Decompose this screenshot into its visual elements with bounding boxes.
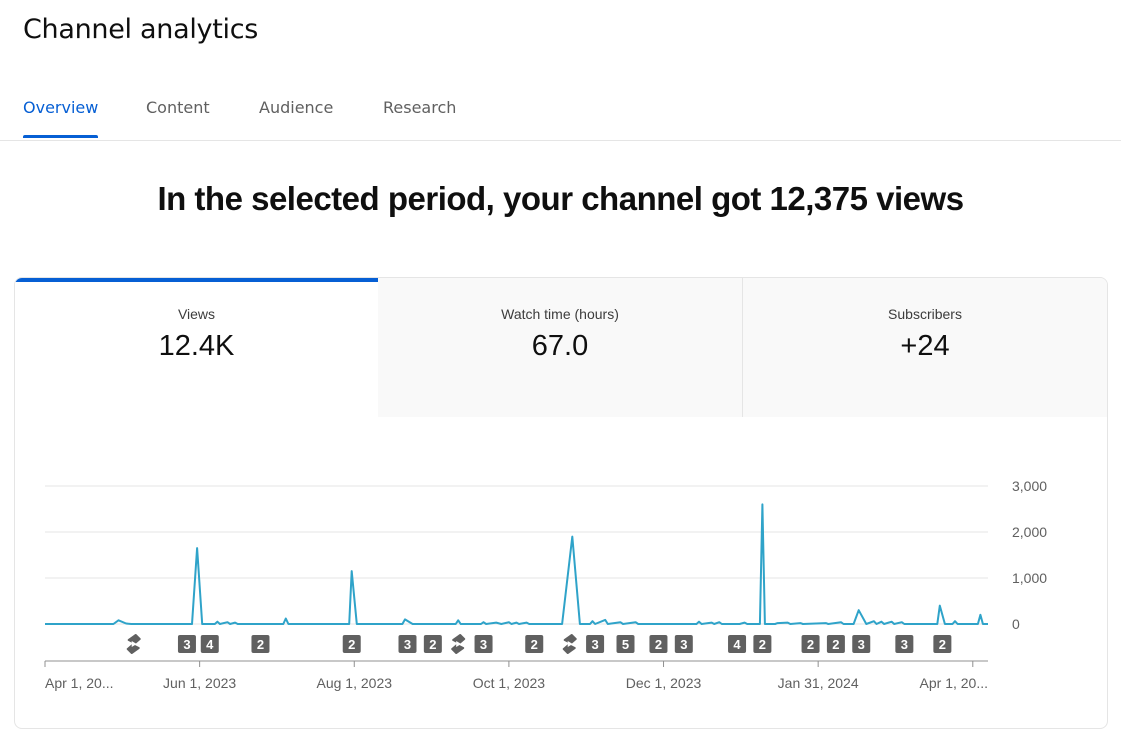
metric-value: 12.4K bbox=[158, 330, 235, 362]
upload-marker-badge bbox=[423, 635, 442, 653]
upload-marker-badge bbox=[342, 635, 361, 653]
upload-marker-badge bbox=[251, 635, 270, 653]
upload-marker-count: 3 bbox=[901, 637, 908, 652]
analytics-card: Views 12.4K Watch time (hours) 67.0 Subs… bbox=[14, 277, 1108, 729]
upload-marker-count: 2 bbox=[807, 637, 814, 652]
x-tick-label: Aug 1, 2023 bbox=[317, 675, 393, 691]
metric-label: Watch time (hours) bbox=[501, 306, 619, 322]
upload-marker-count: 3 bbox=[680, 637, 687, 652]
upload-marker-count: 2 bbox=[759, 637, 766, 652]
shorts-play-glyph bbox=[456, 641, 462, 647]
x-tick-label: Apr 1, 20... bbox=[920, 675, 988, 691]
upload-marker-badge bbox=[649, 635, 668, 653]
upload-marker-badge bbox=[525, 635, 544, 653]
upload-marker-badge bbox=[933, 635, 952, 653]
metric-tab-views[interactable]: Views 12.4K bbox=[15, 278, 378, 417]
upload-marker-count: 3 bbox=[404, 637, 411, 652]
metric-value: +24 bbox=[900, 330, 950, 362]
y-tick-label: 0 bbox=[1012, 616, 1020, 632]
tab-research[interactable]: Research bbox=[383, 98, 457, 117]
upload-marker-badge bbox=[728, 635, 747, 653]
summary-headline: In the selected period, your channel got… bbox=[157, 180, 964, 217]
metric-label: Subscribers bbox=[888, 306, 962, 322]
x-tick-label: Jan 31, 2024 bbox=[778, 675, 859, 691]
views-line-chart: 3,000 2,000 1,000 0 Apr 1, 20... Jun 1, 2023 A… bbox=[44, 478, 1047, 691]
upload-marker-badge bbox=[177, 635, 196, 653]
upload-marker-badge bbox=[753, 635, 772, 653]
upload-marker-badge bbox=[801, 635, 820, 653]
series-line-views bbox=[45, 503, 988, 625]
upload-marker-badge bbox=[200, 635, 219, 653]
upload-marker-badge bbox=[586, 635, 605, 653]
upload-marker-count: 3 bbox=[183, 637, 190, 652]
upload-marker-badge bbox=[474, 635, 493, 653]
shorts-play-glyph bbox=[567, 641, 573, 647]
upload-marker-count: 2 bbox=[429, 637, 436, 652]
upload-marker-count: 2 bbox=[348, 637, 355, 652]
metric-tab-watch-time[interactable]: Watch time (hours) 67.0 bbox=[378, 278, 742, 417]
page-title: Channel analytics bbox=[23, 14, 259, 45]
x-tick-label: Jun 1, 2023 bbox=[163, 675, 236, 691]
tab-overview[interactable]: Overview bbox=[23, 98, 99, 138]
x-tick-label: Apr 1, 20... bbox=[45, 675, 113, 691]
upload-marker-badge bbox=[852, 635, 871, 653]
upload-marker-count: 2 bbox=[257, 637, 264, 652]
metric-label: Views bbox=[177, 306, 216, 322]
upload-marker-badge bbox=[826, 635, 845, 653]
upload-marker-count: 2 bbox=[832, 637, 839, 652]
x-tick-label: Dec 1, 2023 bbox=[626, 675, 702, 691]
tab-content[interactable]: Content bbox=[146, 98, 210, 117]
upload-marker-badge bbox=[398, 635, 417, 653]
tab-bar: Overview Content Audience Research bbox=[0, 92, 1121, 141]
upload-marker-count: 3 bbox=[591, 637, 598, 652]
y-tick-label: 3,000 bbox=[1012, 478, 1047, 494]
upload-marker-count: 3 bbox=[858, 637, 865, 652]
metric-tab-subscribers[interactable]: Subscribers +24 bbox=[743, 278, 1107, 417]
upload-marker-count: 3 bbox=[480, 637, 487, 652]
metric-value: 67.0 bbox=[531, 330, 589, 362]
upload-marker-badge bbox=[616, 635, 635, 653]
x-tick-label: Oct 1, 2023 bbox=[473, 675, 546, 691]
upload-marker-badge bbox=[674, 635, 693, 653]
y-tick-label: 2,000 bbox=[1012, 524, 1047, 540]
upload-marker-count: 5 bbox=[622, 637, 629, 652]
upload-marker-count: 2 bbox=[531, 637, 538, 652]
tab-audience[interactable]: Audience bbox=[259, 98, 334, 117]
metric-divider bbox=[742, 278, 743, 417]
upload-marker-count: 4 bbox=[206, 637, 214, 652]
shorts-play-glyph bbox=[131, 641, 137, 647]
upload-marker-count: 4 bbox=[733, 637, 741, 652]
upload-marker-count: 2 bbox=[655, 637, 662, 652]
y-tick-label: 1,000 bbox=[1012, 570, 1047, 586]
upload-marker-count: 2 bbox=[939, 637, 946, 652]
upload-marker-badge bbox=[895, 635, 914, 653]
